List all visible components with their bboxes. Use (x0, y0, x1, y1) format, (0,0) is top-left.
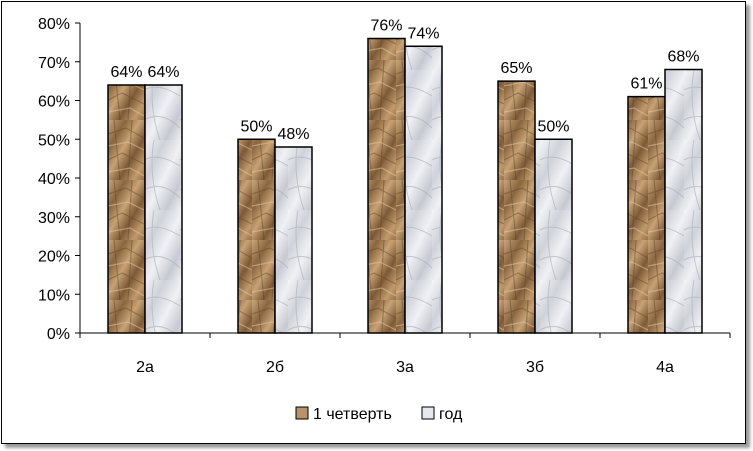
data-label: 50% (240, 118, 272, 135)
x-tick-label: 3б (526, 359, 544, 376)
legend-label: год (439, 406, 463, 423)
bar-series1 (497, 80, 536, 334)
data-label: 64% (147, 64, 179, 81)
legend-swatch (295, 406, 309, 420)
bar-series1 (237, 138, 276, 334)
legend-swatch (421, 406, 435, 420)
bar-series2 (274, 146, 313, 334)
y-tick-label: 30% (38, 210, 70, 227)
data-label: 74% (407, 25, 439, 42)
y-tick-label: 80% (38, 16, 70, 33)
y-tick-label: 50% (38, 132, 70, 149)
y-tick-label: 60% (38, 94, 70, 111)
x-tick-label: 2б (266, 359, 284, 376)
x-tick-label: 3а (396, 359, 414, 376)
bar-series2 (664, 68, 703, 334)
data-label: 64% (110, 64, 142, 81)
y-tick-label: 20% (38, 249, 70, 266)
bar-series2 (144, 84, 183, 334)
bar-series1 (627, 95, 666, 334)
data-label: 65% (500, 60, 532, 77)
legend-label: 1 четверть (313, 406, 392, 423)
bar-series1 (107, 84, 146, 334)
y-tick-label: 70% (38, 55, 70, 72)
data-label: 50% (537, 118, 569, 135)
x-tick-label: 4а (656, 359, 674, 376)
y-tick-label: 0% (47, 326, 70, 343)
data-label: 68% (667, 49, 699, 66)
y-tick-label: 40% (38, 171, 70, 188)
y-tick-label: 10% (38, 287, 70, 304)
data-label: 76% (370, 18, 402, 35)
data-label: 48% (277, 126, 309, 143)
bar-series2 (534, 138, 573, 334)
data-label: 61% (630, 76, 662, 93)
bar-series1 (367, 37, 406, 334)
x-tick-label: 2а (136, 359, 154, 376)
bar-series2 (404, 45, 443, 334)
